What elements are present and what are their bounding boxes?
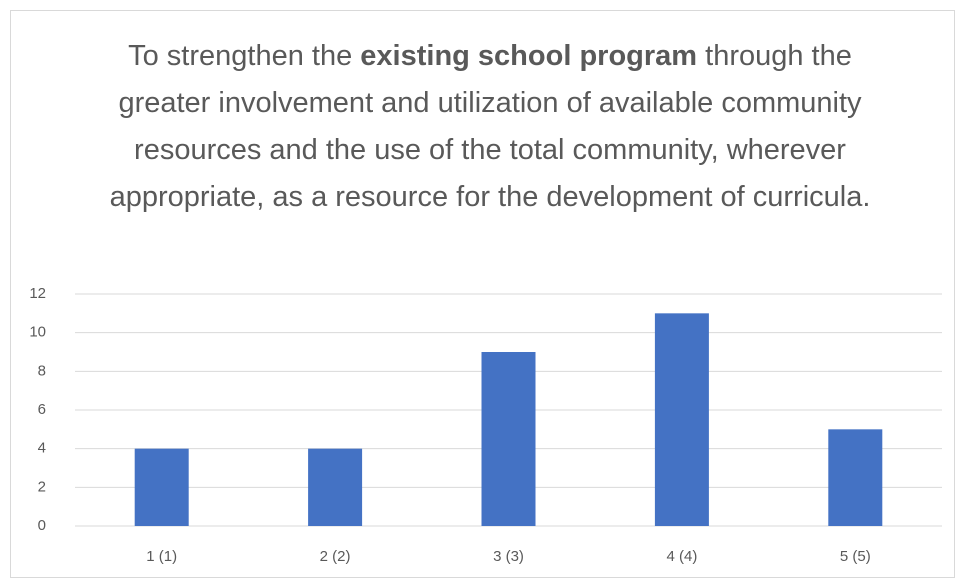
chart-frame xyxy=(10,10,955,578)
bar xyxy=(481,352,536,526)
bar xyxy=(654,313,709,526)
title-run: through the greater involvement and util… xyxy=(109,40,871,213)
y-tick-label: 0 xyxy=(38,517,46,534)
bar xyxy=(308,448,363,526)
x-tick-label: 4 (4) xyxy=(666,548,697,565)
y-tick-label: 12 xyxy=(29,285,46,302)
bar xyxy=(134,448,189,526)
chart-title: To strengthen the existing school progra… xyxy=(100,33,880,221)
y-tick-label: 6 xyxy=(38,401,46,418)
x-tick-label: 2 (2) xyxy=(320,548,351,565)
x-tick-label: 3 (3) xyxy=(493,548,524,565)
y-tick-label: 2 xyxy=(38,478,46,495)
bar xyxy=(828,429,883,526)
y-tick-label: 8 xyxy=(38,362,46,379)
x-tick-label: 1 (1) xyxy=(146,548,177,565)
x-tick-label: 5 (5) xyxy=(840,548,871,565)
y-tick-label: 4 xyxy=(38,440,46,457)
title-run: existing school program xyxy=(360,40,698,72)
y-tick-label: 10 xyxy=(29,324,46,341)
title-run: To strengthen the xyxy=(128,40,361,72)
